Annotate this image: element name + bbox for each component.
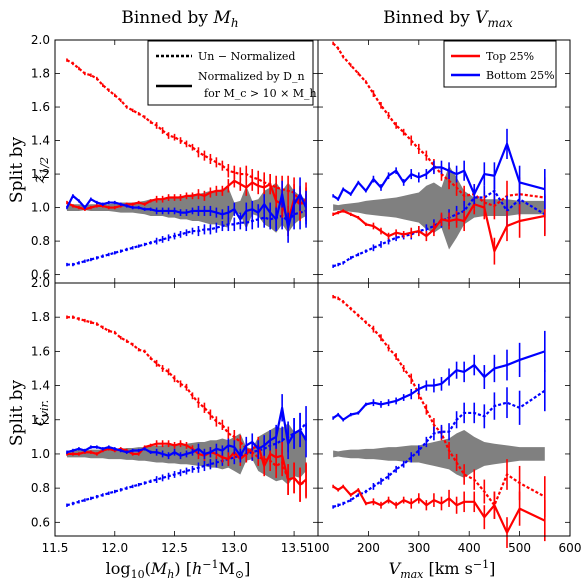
x-tick-label: 12.0 [101, 541, 128, 555]
xlabel-vmax: Vmax [km s−1] [389, 558, 496, 581]
y-tick-label: 1.0 [31, 201, 50, 215]
x-tick-label: 100 [307, 541, 330, 555]
y-tick-label: 2.0 [31, 33, 50, 47]
x-tick-label: 600 [559, 541, 581, 555]
y-tick-label: 2.0 [31, 276, 50, 290]
x-tick-label: 13.5 [281, 541, 308, 555]
x-tick-label: 13.0 [221, 541, 248, 555]
y-tick-label: 1.8 [31, 67, 50, 81]
legend-top-label: Top 25% [486, 50, 534, 63]
y-tick-label: 0.8 [31, 481, 50, 495]
x-tick-label: 12.5 [161, 541, 188, 555]
xlabel-mh: log10(Mh) [h−1M⊙] [106, 558, 251, 581]
legend-solid-label-1: Normalized by D_n [198, 70, 305, 83]
x-tick-label: 500 [508, 541, 531, 555]
series-dotted-bottom-line [66, 209, 307, 266]
panel-0: 0.6 0.8 1.0 1.2 1.4 1.6 1.8 2.0 [31, 33, 319, 284]
col-title-mh: Binned by Mh [121, 8, 238, 30]
y-tick-label: 1.8 [31, 310, 50, 324]
scatter-band [333, 430, 545, 478]
panel-2: 0.6 0.8 1.0 1.2 1.4 1.6 1.8 2.0 11.5 12.0 12.5 13.0… [31, 276, 319, 555]
y-tick-label: 1.6 [31, 344, 50, 358]
x-tick-label: 300 [407, 541, 430, 555]
legend-dotted-label: Un − Normalized [198, 50, 295, 63]
y-tick-label: 1.6 [31, 100, 50, 114]
legend-style-box [147, 40, 314, 106]
svg-text:Split by: Split by [7, 380, 27, 447]
y-tick-label: 0.8 [31, 234, 50, 248]
svg-text:Split by: Split by [7, 137, 27, 204]
series-solid-bottom-line [332, 350, 546, 421]
x-tick-label: 200 [357, 541, 380, 555]
panel-3: 100 200 300 400 500 600 [307, 282, 581, 555]
legend-style: Un − Normalized Normalized by D_n for M_… [147, 40, 317, 106]
y-tick-label: 0.6 [31, 268, 50, 282]
legend-solid-label-2: for M_c > 10 × M_h [204, 87, 317, 100]
y-tick-label: 1.2 [31, 167, 50, 181]
panel-frame [54, 282, 319, 537]
y-tick-label: 1.2 [31, 413, 50, 427]
legend-color-box [443, 40, 557, 88]
y-tick-label: 1.0 [31, 447, 50, 461]
legend-bottom-label: Bottom 25% [486, 69, 555, 82]
panel-frame [317, 282, 571, 537]
panel-1 [317, 39, 571, 284]
col-title-vmax: Binned by Vmax [383, 8, 513, 30]
x-tick-label: 400 [458, 541, 481, 555]
series-solid-top-line [332, 485, 546, 534]
y-tick-label: 1.4 [31, 134, 50, 148]
y-tick-label: 0.6 [31, 515, 50, 529]
series-dotted-bottom-line [66, 422, 307, 507]
legend-color: Top 25% Bottom 25% [443, 40, 557, 88]
scatter-band [333, 165, 545, 250]
x-tick-label: 11.5 [42, 541, 69, 555]
y-tick-label: 1.4 [31, 379, 50, 393]
series-dotted-top-line [332, 295, 546, 507]
